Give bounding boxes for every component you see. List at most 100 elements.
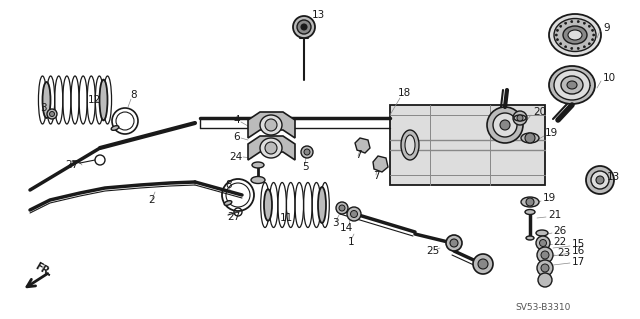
Text: FR.: FR.	[33, 261, 53, 279]
Circle shape	[339, 205, 345, 211]
Text: 11: 11	[280, 213, 293, 223]
Text: 4: 4	[233, 115, 239, 125]
Text: 6: 6	[233, 132, 239, 142]
Text: 18: 18	[398, 88, 412, 98]
Ellipse shape	[99, 80, 108, 120]
Text: 13: 13	[312, 10, 325, 20]
Text: 16: 16	[572, 246, 585, 256]
Circle shape	[301, 24, 307, 30]
Ellipse shape	[563, 26, 587, 44]
Circle shape	[538, 273, 552, 287]
Polygon shape	[248, 136, 295, 160]
Text: 8: 8	[130, 90, 136, 100]
Circle shape	[556, 39, 559, 41]
Circle shape	[513, 111, 527, 125]
Circle shape	[487, 107, 523, 143]
Ellipse shape	[568, 30, 582, 40]
Circle shape	[540, 240, 547, 247]
Text: 17: 17	[572, 257, 585, 267]
Ellipse shape	[265, 142, 277, 154]
Circle shape	[583, 22, 586, 24]
Ellipse shape	[224, 201, 232, 205]
Circle shape	[304, 149, 310, 155]
Text: 5: 5	[302, 162, 308, 172]
Text: 27: 27	[65, 160, 78, 170]
Text: 7: 7	[373, 171, 380, 181]
Circle shape	[577, 21, 579, 23]
Ellipse shape	[42, 82, 51, 118]
Circle shape	[517, 115, 523, 121]
Circle shape	[591, 39, 593, 41]
Circle shape	[301, 146, 313, 158]
Circle shape	[591, 171, 609, 189]
Text: 13: 13	[607, 172, 620, 182]
Circle shape	[47, 109, 57, 119]
Circle shape	[493, 113, 517, 137]
Circle shape	[564, 46, 566, 48]
Text: 12: 12	[88, 95, 101, 105]
Ellipse shape	[549, 14, 601, 56]
Circle shape	[588, 25, 590, 27]
Circle shape	[450, 239, 458, 247]
Ellipse shape	[567, 81, 577, 89]
Circle shape	[500, 120, 510, 130]
Circle shape	[347, 207, 361, 221]
Ellipse shape	[405, 135, 415, 155]
Circle shape	[586, 166, 614, 194]
Text: 27: 27	[227, 212, 240, 222]
Ellipse shape	[525, 210, 535, 214]
Ellipse shape	[401, 130, 419, 160]
Circle shape	[564, 22, 566, 24]
Ellipse shape	[521, 133, 539, 143]
Ellipse shape	[521, 197, 539, 207]
Ellipse shape	[251, 176, 265, 183]
Polygon shape	[248, 112, 295, 138]
Text: 9: 9	[603, 23, 610, 33]
Circle shape	[593, 34, 595, 36]
Ellipse shape	[536, 230, 548, 236]
Text: 15: 15	[572, 239, 585, 249]
Circle shape	[49, 112, 54, 116]
Circle shape	[293, 16, 315, 38]
Circle shape	[336, 202, 348, 214]
Circle shape	[556, 29, 559, 31]
Ellipse shape	[252, 162, 264, 168]
Circle shape	[473, 254, 493, 274]
Ellipse shape	[260, 115, 282, 135]
Ellipse shape	[514, 115, 526, 121]
Ellipse shape	[318, 187, 326, 223]
Polygon shape	[373, 156, 388, 172]
Circle shape	[351, 211, 358, 218]
Circle shape	[541, 264, 549, 272]
Ellipse shape	[526, 236, 534, 240]
Ellipse shape	[260, 138, 282, 158]
Polygon shape	[390, 105, 545, 185]
Ellipse shape	[111, 126, 119, 130]
Text: 7: 7	[355, 150, 362, 160]
Circle shape	[297, 20, 311, 34]
Text: 8: 8	[225, 180, 232, 190]
Text: 3: 3	[40, 103, 47, 113]
Circle shape	[536, 236, 550, 250]
Text: 22: 22	[553, 237, 566, 247]
Text: 24: 24	[229, 152, 243, 162]
Circle shape	[537, 260, 553, 276]
Circle shape	[525, 133, 535, 143]
Circle shape	[577, 48, 579, 49]
Circle shape	[559, 25, 562, 27]
Circle shape	[591, 29, 593, 31]
Circle shape	[556, 34, 557, 36]
Circle shape	[583, 46, 586, 48]
Ellipse shape	[554, 70, 590, 100]
Text: 1: 1	[348, 237, 355, 247]
Circle shape	[559, 43, 562, 45]
Text: 10: 10	[603, 73, 616, 83]
Ellipse shape	[561, 76, 583, 94]
Circle shape	[541, 251, 549, 259]
Polygon shape	[355, 138, 370, 153]
Circle shape	[571, 48, 573, 49]
Text: 19: 19	[543, 193, 556, 203]
Text: 20: 20	[533, 107, 546, 117]
Ellipse shape	[264, 189, 272, 221]
Circle shape	[537, 247, 553, 263]
